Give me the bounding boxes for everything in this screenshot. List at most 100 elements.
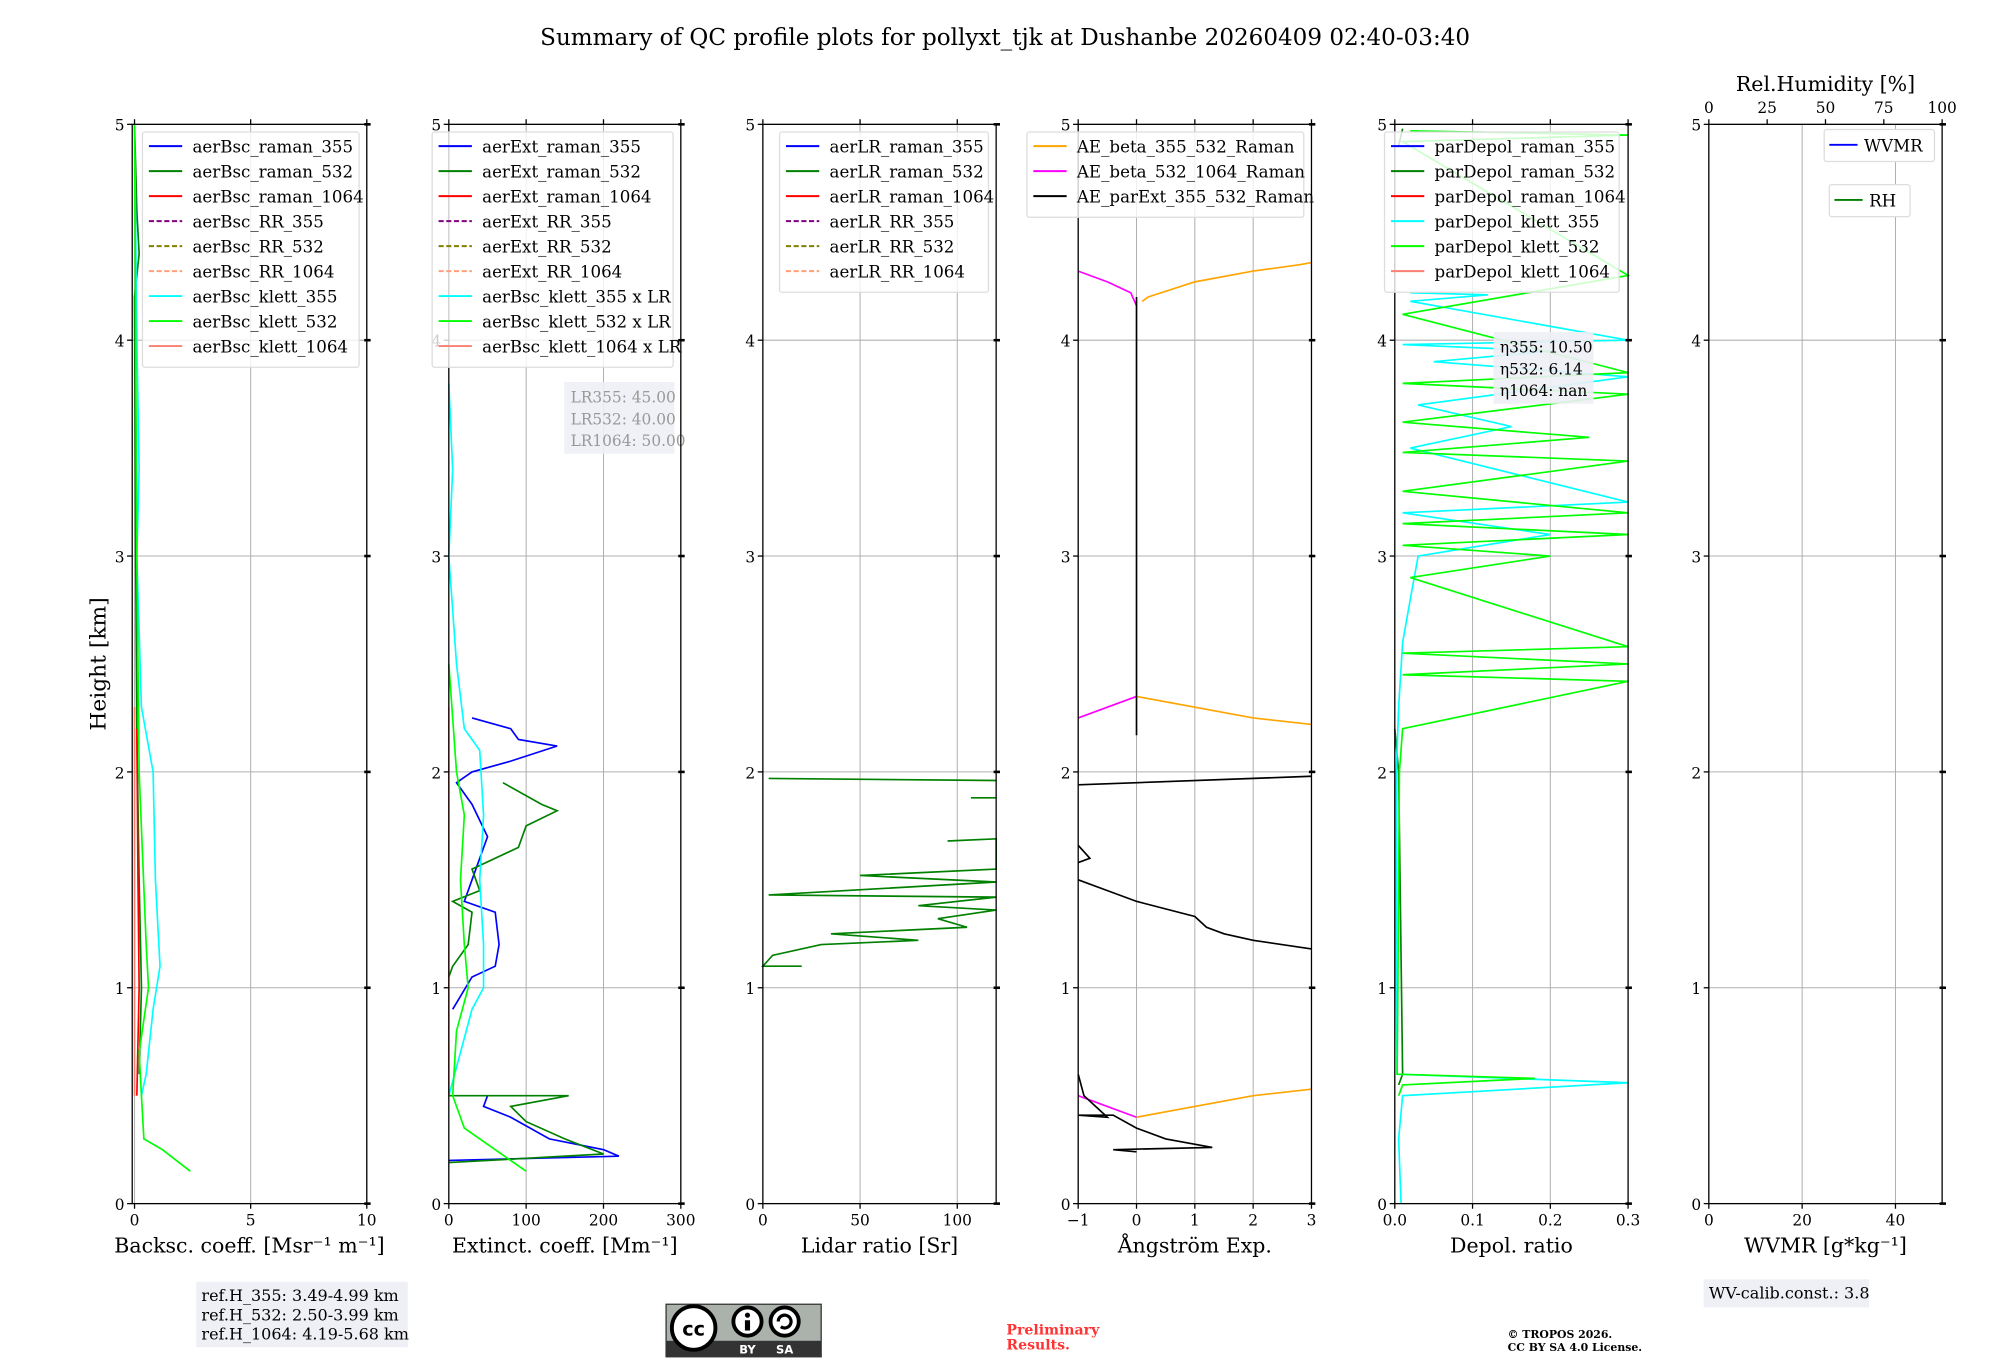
legend-label: aerBsc_klett_355 x LR xyxy=(482,288,671,307)
legend-label: parDepol_klett_1064 xyxy=(1435,263,1611,282)
x-tick-label: −1 xyxy=(1067,1211,1090,1229)
y-tick-label: 5 xyxy=(1691,117,1701,135)
copyright-1: © TROPOS 2026. xyxy=(1508,1328,1613,1341)
axes-frame xyxy=(1394,123,1629,1205)
legend: aerExt_raman_355 aerExt_raman_532 aerExt_r… xyxy=(431,131,682,368)
legend-label: aerLR_raman_1064 xyxy=(830,188,995,207)
x-tick-label: 0 xyxy=(444,1211,454,1229)
series-line-AE_beta_355_532_Raman xyxy=(1136,695,1312,726)
y-tick-label: 2 xyxy=(745,764,755,782)
annotation-box xyxy=(564,381,675,454)
y-tick-label: 1 xyxy=(1691,980,1701,998)
y-tick-label: 3 xyxy=(1377,548,1387,566)
legend: aerBsc_raman_355 aerBsc_raman_532 aerBsc_r… xyxy=(141,131,364,368)
legend-box xyxy=(141,131,360,368)
top-x-tick-label: 50 xyxy=(1816,99,1836,117)
y-tick-label: 2 xyxy=(1377,764,1387,782)
panel-5: η355: 10.50 η532: 6.14 η1064: nan 0.0 0.1 0.2… xyxy=(1377,117,1640,1258)
annotation-text: LR532: 40.00 xyxy=(571,410,676,428)
series-line-AE_beta_532_1064_Raman xyxy=(1077,270,1138,307)
y-tick-label: 2 xyxy=(115,764,125,782)
legend-label: aerBsc_raman_532 xyxy=(192,163,353,182)
legend-label: aerBsc_klett_1064 xyxy=(192,337,348,356)
x-tick-label: 0.1 xyxy=(1460,1211,1484,1229)
preliminary-note-1: Preliminary xyxy=(1006,1322,1100,1338)
series-line-aerBsc_klett_532-x-LR xyxy=(447,663,527,1172)
panel-1: 0 5 10 0 1 2 3 4 5 Backsc. coeff. [Msr⁻¹ m⁻¹] aerB… xyxy=(114,117,384,1258)
x-tick-label: 50 xyxy=(850,1211,870,1229)
annotation-box xyxy=(1493,331,1594,404)
x-tick-label: 20 xyxy=(1792,1211,1812,1229)
x-tick-label: 2 xyxy=(1248,1211,1258,1229)
legend-label: aerLR_raman_355 xyxy=(830,138,984,157)
legend-label: aerBsc_RR_1064 xyxy=(192,263,334,282)
legend-label: parDepol_klett_355 xyxy=(1435,213,1600,232)
top-axis-label: Rel.Humidity [%] xyxy=(1736,72,1915,96)
x-tick-label: 10 xyxy=(357,1211,377,1229)
legend-label: aerExt_RR_355 xyxy=(482,213,612,232)
legend-label: aerExt_RR_1064 xyxy=(482,263,622,282)
x-tick-label: 200 xyxy=(589,1211,618,1229)
series-line-aerExt_raman_355 xyxy=(448,1095,620,1162)
legend-label: aerExt_raman_1064 xyxy=(482,188,651,207)
x-axis-label: Depol. ratio xyxy=(1450,1233,1573,1257)
y-tick-label: 0 xyxy=(745,1196,755,1214)
y-tick-label: 4 xyxy=(1691,333,1701,351)
legend-label: parDepol_raman_532 xyxy=(1435,163,1616,182)
legend-label: aerBsc_raman_355 xyxy=(192,138,353,157)
series-line-AE_beta_532_1064_Raman xyxy=(1077,695,1137,719)
copyright-2: CC BY SA 4.0 License. xyxy=(1508,1341,1642,1354)
x-tick-label: 0 xyxy=(130,1211,140,1229)
legend-RH: RH xyxy=(1828,183,1911,218)
series-line-aerBsc_raman_532 xyxy=(133,124,143,1075)
axes-frame xyxy=(762,123,997,1205)
top-x-tick-label: 0 xyxy=(1704,99,1714,117)
y-tick-label: 1 xyxy=(1377,980,1387,998)
y-tick-label: 2 xyxy=(1061,764,1071,782)
x-tick-label: 5 xyxy=(246,1211,256,1229)
wv-calibration-constant: WV-calib.const.: 3.8 xyxy=(1709,1283,1870,1302)
y-tick-label: 4 xyxy=(745,333,755,351)
y-tick-label: 0 xyxy=(1061,1196,1071,1214)
legend-label: parDepol_raman_355 xyxy=(1435,138,1616,157)
x-tick-label: 1 xyxy=(1190,1211,1200,1229)
y-tick-label: 3 xyxy=(745,548,755,566)
legend-label: aerBsc_RR_532 xyxy=(192,238,323,257)
x-axis-label: Backsc. coeff. [Msr⁻¹ m⁻¹] xyxy=(114,1233,384,1257)
legend-box xyxy=(778,131,990,293)
series-line-aerLR_raman_532 xyxy=(768,777,997,782)
y-tick-label: 5 xyxy=(745,117,755,135)
series-line-aerExt_raman_532 xyxy=(448,781,560,978)
cc-license-badge: cc BY SA xyxy=(665,1303,822,1358)
x-tick-label: 0 xyxy=(1132,1211,1142,1229)
x-tick-label: 0.3 xyxy=(1616,1211,1640,1229)
top-x-tick-label: 75 xyxy=(1874,99,1894,117)
y-tick-label: 0 xyxy=(115,1196,125,1214)
series-line-AE_parExt_355_532_Raman xyxy=(1077,879,1312,950)
legend-label: aerExt_raman_355 xyxy=(482,138,641,157)
top-x-tick-label: 100 xyxy=(1927,99,1956,117)
series-line-AE_beta_355_532_Raman xyxy=(1136,1088,1312,1119)
legend-label: parDepol_klett_532 xyxy=(1435,238,1600,257)
series-line-aerLR_raman_532 xyxy=(761,837,997,968)
axes-frame xyxy=(131,123,368,1205)
legend-label: aerBsc_klett_1064 x LR xyxy=(482,337,682,356)
legend: AE_beta_355_532_Raman AE_beta_532_1064_Ra… xyxy=(1026,131,1314,218)
x-tick-label: 300 xyxy=(666,1211,695,1229)
legend-label: parDepol_raman_1064 xyxy=(1435,188,1626,207)
cc-by-label: BY xyxy=(739,1343,756,1357)
series-line-AE_parExt_355_532_Raman xyxy=(1078,775,1312,786)
y-axis-label: Height [km] xyxy=(86,597,111,730)
legend-label: aerBsc_klett_355 xyxy=(192,288,337,307)
legend-label: aerExt_raman_532 xyxy=(482,163,641,182)
preliminary-note-2: Results. xyxy=(1006,1338,1070,1354)
annotation-text: η532: 6.14 xyxy=(1500,360,1583,378)
legend-box xyxy=(431,131,674,368)
x-tick-label: 100 xyxy=(943,1211,972,1229)
y-tick-label: 0 xyxy=(1377,1196,1387,1214)
x-tick-label: 40 xyxy=(1886,1211,1906,1229)
legend-label: RH xyxy=(1869,191,1896,210)
